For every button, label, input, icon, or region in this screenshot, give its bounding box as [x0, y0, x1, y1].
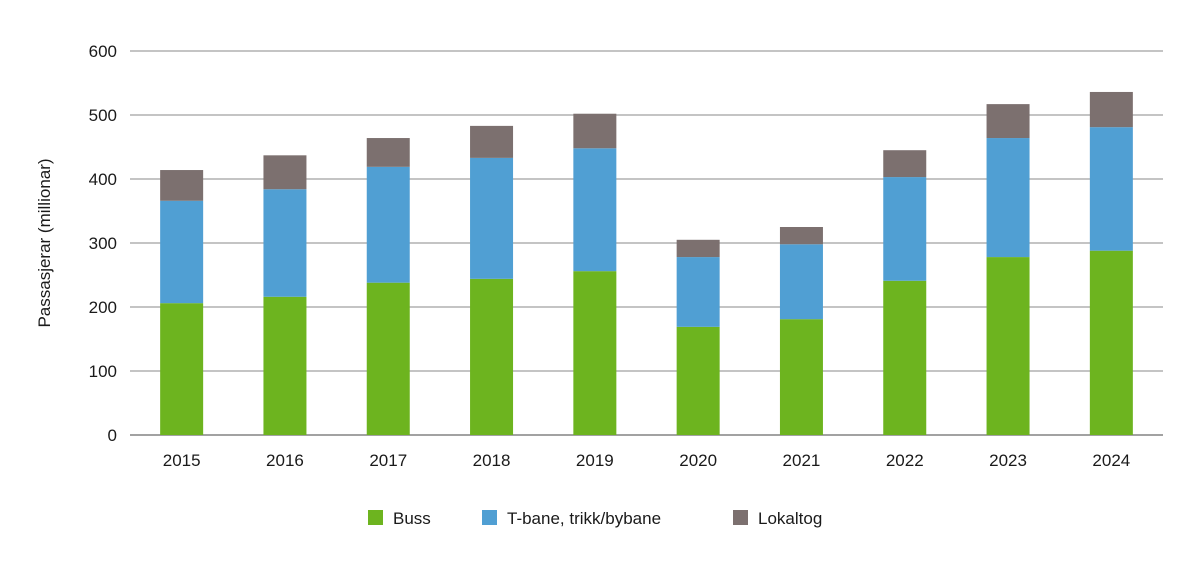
bar-segment	[1089, 91, 1133, 128]
bar-segment	[779, 319, 823, 435]
legend-label: T-bane, trikk/bybane	[507, 509, 661, 528]
bar-segment	[1089, 250, 1133, 435]
bar-segment	[1089, 127, 1133, 251]
bar-segment	[676, 326, 720, 435]
y-tick-label: 400	[89, 170, 117, 189]
x-tick-label: 2019	[576, 451, 614, 470]
x-tick-label: 2022	[886, 451, 924, 470]
x-tick-label: 2020	[679, 451, 717, 470]
legend-label: Lokaltog	[758, 509, 822, 528]
x-tick-label: 2021	[783, 451, 821, 470]
x-tick-label: 2016	[266, 451, 304, 470]
x-axis-ticks: 2015 2016 2017 2018 2019 2020 2021 2022 2023 2024	[163, 451, 1131, 470]
bar-segment	[676, 239, 720, 258]
legend-swatch	[482, 510, 497, 525]
bar-segment	[986, 104, 1030, 139]
bar-segment	[160, 200, 204, 304]
bar-segment	[366, 282, 410, 435]
bar-segment	[470, 278, 514, 435]
legend-label: Buss	[393, 509, 431, 528]
y-tick-label: 100	[89, 362, 117, 381]
y-axis-label: Passasjerar (millionar)	[35, 158, 54, 327]
y-tick-label: 600	[89, 42, 117, 61]
bar-segment	[573, 113, 617, 149]
bar-segment	[160, 170, 204, 201]
y-tick-label: 300	[89, 234, 117, 253]
bar-segment	[160, 303, 204, 435]
bar-segment	[779, 244, 823, 320]
bar-segment	[676, 257, 720, 327]
legend-swatch	[733, 510, 748, 525]
bar-segment	[779, 227, 823, 245]
bar-segment	[366, 138, 410, 167]
x-tick-label: 2017	[369, 451, 407, 470]
y-tick-label: 500	[89, 106, 117, 125]
y-tick-label: 0	[108, 426, 117, 445]
legend: Buss T-bane, trikk/bybane Lokaltog	[368, 509, 822, 528]
bar-segment	[986, 257, 1030, 435]
x-tick-label: 2015	[163, 451, 201, 470]
x-tick-label: 2023	[989, 451, 1027, 470]
bar-segment	[263, 155, 307, 190]
bar-segment	[883, 177, 927, 281]
bar-segment	[883, 280, 927, 435]
bar-segment	[470, 125, 514, 158]
bar-segment	[366, 166, 410, 283]
bar-segment	[470, 157, 514, 279]
bar-segment	[573, 271, 617, 435]
legend-swatch	[368, 510, 383, 525]
bar-segment	[883, 150, 927, 178]
y-axis-ticks: 0 100 200 300 400 500 600	[89, 42, 117, 445]
bars	[160, 91, 1133, 435]
bar-segment	[263, 296, 307, 435]
x-tick-label: 2018	[473, 451, 511, 470]
x-tick-label: 2024	[1092, 451, 1130, 470]
y-tick-label: 200	[89, 298, 117, 317]
bar-segment	[573, 148, 617, 272]
bar-segment	[263, 189, 307, 297]
bar-segment	[986, 138, 1030, 258]
